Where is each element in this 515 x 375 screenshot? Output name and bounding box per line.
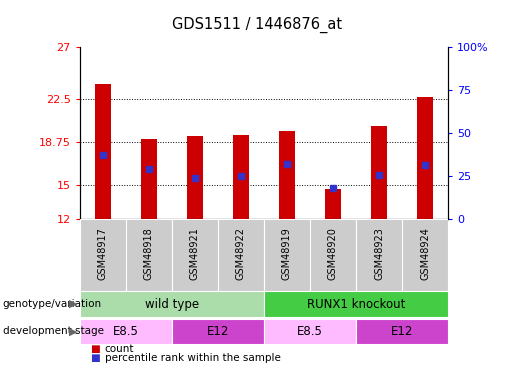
Text: ■: ■ [90, 353, 100, 363]
Text: wild type: wild type [145, 298, 199, 310]
Text: percentile rank within the sample: percentile rank within the sample [105, 353, 281, 363]
Text: GSM48922: GSM48922 [236, 227, 246, 280]
Text: GSM48919: GSM48919 [282, 227, 292, 280]
Bar [356, 319, 448, 344]
Bar [402, 219, 448, 291]
Text: GSM48920: GSM48920 [328, 227, 338, 280]
Text: GSM48921: GSM48921 [190, 227, 200, 280]
Text: GDS1511 / 1446876_at: GDS1511 / 1446876_at [173, 17, 342, 33]
Text: RUNX1 knockout: RUNX1 knockout [307, 298, 405, 310]
Bar [187, 136, 203, 219]
Bar [371, 126, 387, 219]
Bar [80, 291, 264, 317]
Text: GSM48923: GSM48923 [374, 227, 384, 280]
Text: GSM48924: GSM48924 [420, 227, 430, 280]
Bar [80, 219, 126, 291]
Bar [417, 98, 433, 219]
Bar [141, 139, 157, 219]
Text: ▶: ▶ [68, 299, 77, 309]
Text: E8.5: E8.5 [113, 325, 139, 338]
Bar [356, 219, 402, 291]
Text: ▶: ▶ [68, 327, 77, 336]
Bar [264, 291, 448, 317]
Text: E8.5: E8.5 [297, 325, 323, 338]
Bar [80, 319, 172, 344]
Bar [126, 219, 172, 291]
Bar [172, 219, 218, 291]
Text: ■: ■ [90, 344, 100, 354]
Text: development stage: development stage [3, 327, 104, 336]
Bar [95, 84, 111, 219]
Text: GSM48917: GSM48917 [98, 227, 108, 280]
Text: E12: E12 [207, 325, 229, 338]
Bar [218, 219, 264, 291]
Text: count: count [105, 344, 134, 354]
Text: GSM48918: GSM48918 [144, 227, 154, 280]
Text: genotype/variation: genotype/variation [3, 299, 101, 309]
Bar [310, 219, 356, 291]
Bar [279, 131, 295, 219]
Bar [325, 189, 341, 219]
Bar [264, 319, 356, 344]
Bar [172, 319, 264, 344]
Text: E12: E12 [391, 325, 413, 338]
Bar [264, 219, 310, 291]
Bar [233, 135, 249, 219]
